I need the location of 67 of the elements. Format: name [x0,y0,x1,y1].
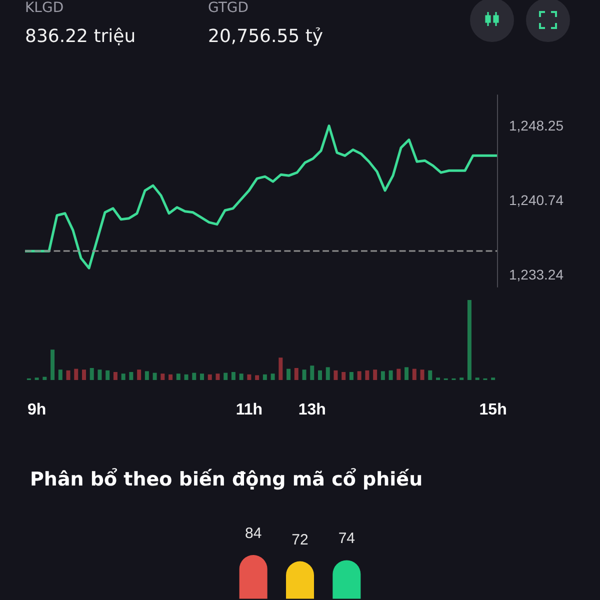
bar [66,370,70,380]
bar [278,358,283,380]
y-tick-label: 1,233.24 [509,266,564,283]
bar [129,372,134,380]
bar [247,374,252,380]
x-tick-label: 13h [298,402,326,418]
bar [98,370,102,380]
bar [357,371,362,380]
bar [50,350,55,380]
bar [428,370,432,380]
bar [239,374,244,380]
bar [184,374,188,380]
text: GTGD [208,0,249,16]
bar [286,368,291,380]
bar [294,368,298,380]
bar [216,374,220,380]
bar [302,370,306,380]
bar [255,375,260,380]
bar [160,374,165,380]
y-tick-label: 1,240.74 [509,192,564,208]
bar [192,372,196,380]
text: 836.22 triệu [25,26,136,47]
bar [420,370,424,380]
bar [326,367,330,380]
text: KLGD [25,0,64,16]
x-tick-label: 11h [236,402,263,418]
data-label: 72 [292,531,308,548]
bar [224,372,228,380]
bar [231,372,236,380]
x-tick-label: 9h [27,402,46,418]
bar [208,374,212,380]
bar [270,374,275,380]
bar [388,370,393,380]
bar [176,374,180,380]
chart-title: Phân bổ theo biến động mã cổ phiếu [30,468,423,490]
x-tick-label: 15h [479,402,507,418]
bar [74,368,78,380]
bar [310,366,314,380]
bar [90,368,94,380]
bar [58,370,62,380]
data-label: 74 [338,530,356,548]
bar [152,372,157,380]
bar [121,374,126,380]
bar [373,370,378,380]
bar [113,372,118,380]
bar [342,372,346,380]
bar [200,374,204,380]
bar [334,370,338,380]
bar [467,300,472,380]
data-label: 84 [244,525,262,542]
line-series [24,124,498,270]
bar [144,371,149,380]
bar [396,368,401,380]
bar [82,370,86,380]
y-tick-label: 1,248.25 [509,117,564,134]
bar [365,370,370,380]
bar [168,374,173,380]
bar [404,367,409,380]
bar [262,374,267,380]
bar [318,370,322,380]
bar [137,370,142,380]
text: 20,756.55 tỷ [208,26,324,47]
bar [380,371,385,380]
bar [412,368,416,380]
bar [42,376,47,380]
bar [106,370,110,380]
bar [349,372,354,380]
